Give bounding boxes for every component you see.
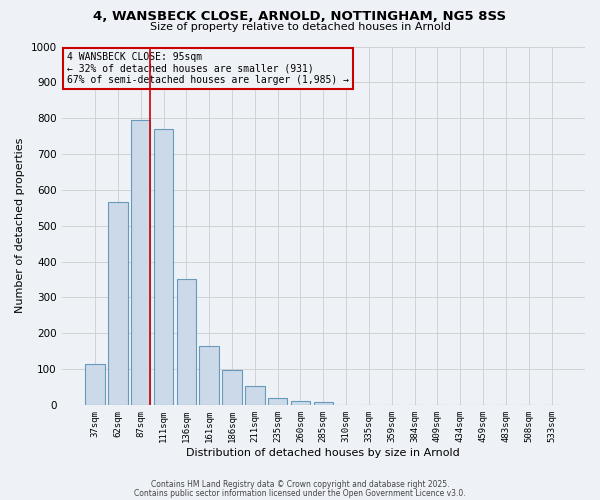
Bar <box>85 364 105 405</box>
Bar <box>108 202 128 405</box>
Text: Contains public sector information licensed under the Open Government Licence v3: Contains public sector information licen… <box>134 488 466 498</box>
Bar <box>291 401 310 405</box>
Bar <box>222 370 242 405</box>
Bar <box>268 398 287 405</box>
Bar <box>199 346 219 405</box>
Bar <box>131 120 151 405</box>
Bar <box>154 129 173 405</box>
Text: 4, WANSBECK CLOSE, ARNOLD, NOTTINGHAM, NG5 8SS: 4, WANSBECK CLOSE, ARNOLD, NOTTINGHAM, N… <box>94 10 506 23</box>
Text: 4 WANSBECK CLOSE: 95sqm
← 32% of detached houses are smaller (931)
67% of semi-d: 4 WANSBECK CLOSE: 95sqm ← 32% of detache… <box>67 52 349 85</box>
X-axis label: Distribution of detached houses by size in Arnold: Distribution of detached houses by size … <box>187 448 460 458</box>
Bar <box>176 280 196 405</box>
Bar <box>245 386 265 405</box>
Y-axis label: Number of detached properties: Number of detached properties <box>15 138 25 314</box>
Text: Contains HM Land Registry data © Crown copyright and database right 2025.: Contains HM Land Registry data © Crown c… <box>151 480 449 489</box>
Text: Size of property relative to detached houses in Arnold: Size of property relative to detached ho… <box>149 22 451 32</box>
Bar <box>314 402 333 405</box>
